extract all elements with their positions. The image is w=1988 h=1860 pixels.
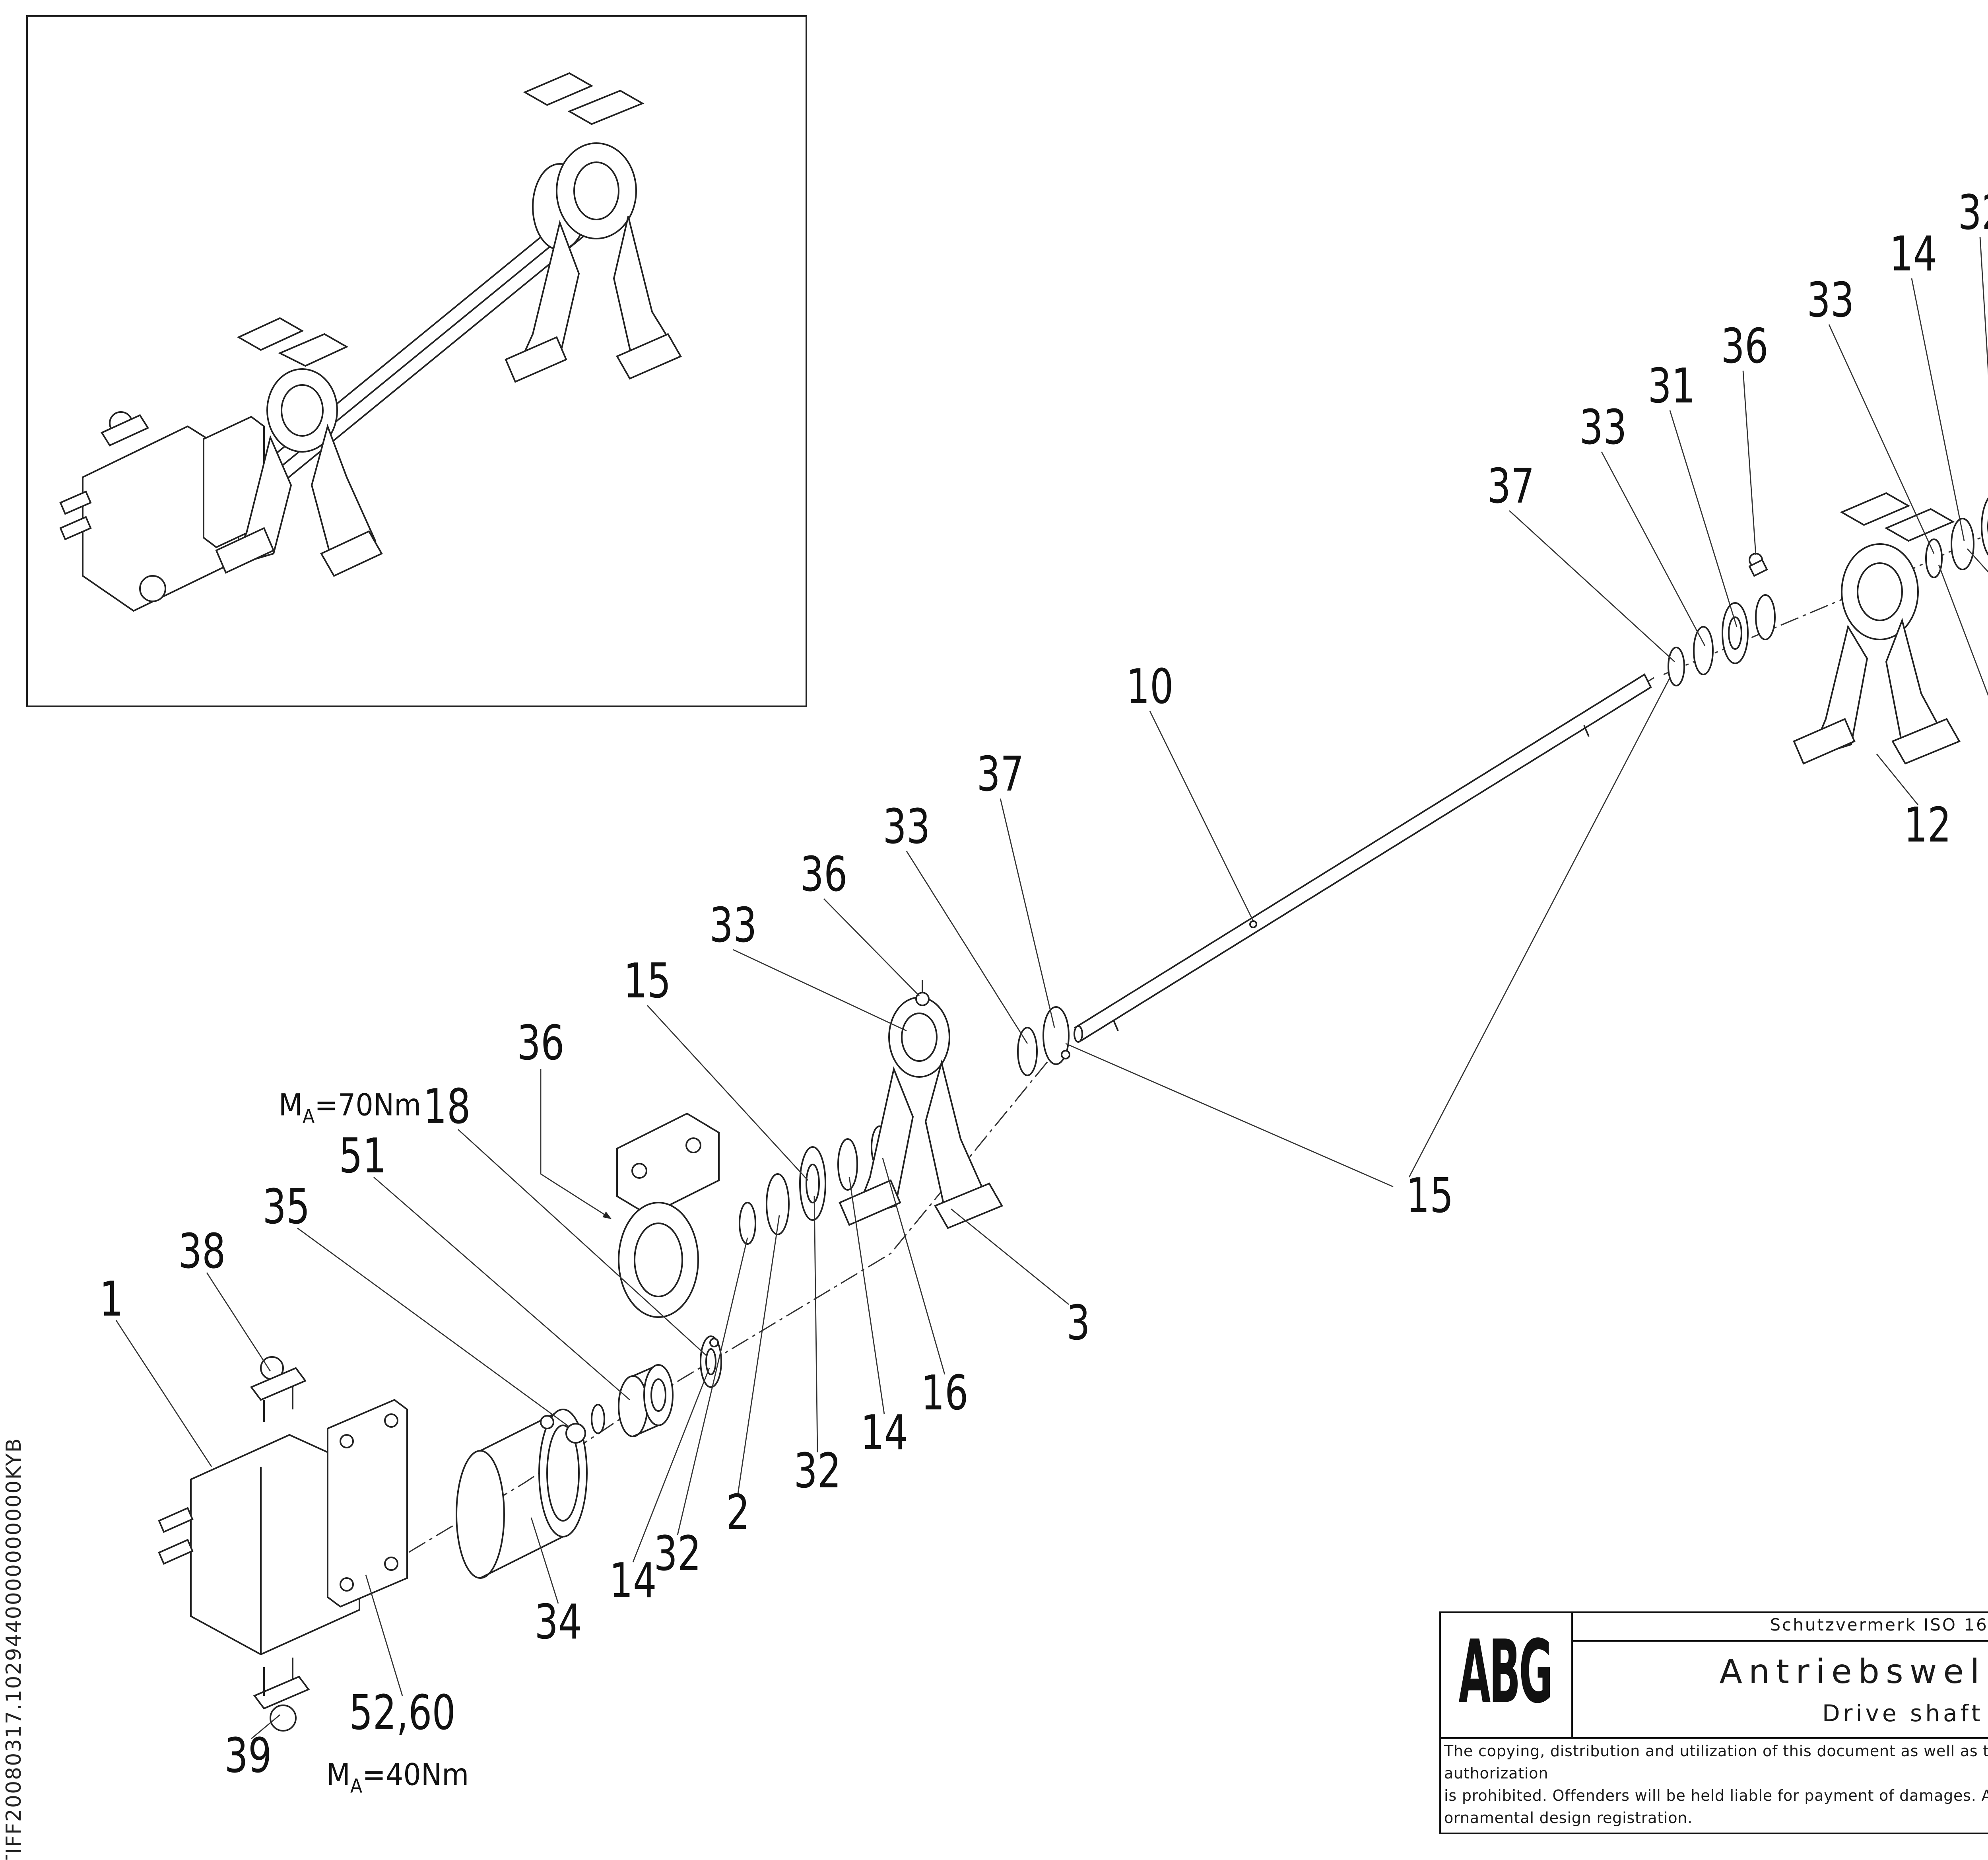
part-callout-32: 32 xyxy=(794,1444,841,1500)
drawing-title-en: Drive shaft BS LH xyxy=(1822,1702,1988,1728)
assembled-yoke-right xyxy=(505,72,682,383)
part-callout-33: 33 xyxy=(1807,274,1854,329)
washer-stack-lower xyxy=(739,1125,888,1245)
part-callout-14: 14 xyxy=(1889,227,1937,283)
part-callout-14: 14 xyxy=(609,1554,657,1610)
assembled-yoke-left xyxy=(215,317,383,577)
grease-valve-top xyxy=(250,1356,307,1422)
part-callout-32: 32 xyxy=(1958,186,1988,242)
part-callout-34: 34 xyxy=(534,1596,582,1651)
part-callout-36: 36 xyxy=(1721,320,1769,375)
small-parts-row xyxy=(565,1335,722,1444)
part-callout-32: 32 xyxy=(654,1527,701,1583)
legal-notice: The copying, distribution and utilizatio… xyxy=(1444,1742,1988,1831)
part-callout-37: 37 xyxy=(977,748,1024,803)
part-callout-33: 33 xyxy=(709,899,757,954)
assembled-motor xyxy=(59,411,265,612)
part-callout-14: 14 xyxy=(860,1406,908,1462)
abg-logo: ABG xyxy=(1458,1624,1553,1724)
grease-valve-bottom xyxy=(253,1658,310,1732)
part-callout-1: 1 xyxy=(99,1273,123,1328)
part-callout-36: 36 xyxy=(517,1016,565,1072)
part-callout-36: 36 xyxy=(800,848,848,904)
thrust-washers-left xyxy=(1017,1006,1070,1076)
part-callout-16: 16 xyxy=(921,1366,969,1422)
part-callout-33: 33 xyxy=(883,800,930,856)
part-callout-33: 33 xyxy=(1579,401,1627,457)
bearing-housing-lower xyxy=(616,1112,720,1318)
torque-label: MA=40Nm xyxy=(326,1758,469,1798)
washer-stack-right xyxy=(1925,497,1988,578)
part-callout-52-60: 52,60 xyxy=(349,1686,456,1742)
part-callout-18: 18 xyxy=(423,1080,471,1136)
drawing-title-de: Antriebswelle GB LH xyxy=(1719,1653,1988,1691)
yoke-bracket-middle xyxy=(839,980,1003,1229)
part-callout-15: 15 xyxy=(1406,1169,1454,1225)
part-callout-51: 51 xyxy=(339,1129,386,1185)
motor xyxy=(158,1399,408,1656)
exploded-view xyxy=(158,492,1988,1732)
legal-line: is prohibited. Offenders will be held li… xyxy=(1444,1788,1988,1806)
legal-line: The copying, distribution and utilizatio… xyxy=(1444,1743,1988,1783)
title-block-frame xyxy=(1439,1611,1988,1833)
part-callout-37: 37 xyxy=(1487,460,1535,515)
torque-label: MA=70Nm xyxy=(278,1088,421,1128)
part-callout-12: 12 xyxy=(1904,799,1951,854)
legal-line: ornamental design registration. xyxy=(1444,1810,1693,1828)
inset-assembled-view xyxy=(26,15,807,707)
drive-shaft xyxy=(1074,673,1652,1043)
yoke-bracket-right xyxy=(1793,492,1961,765)
part-callout-10: 10 xyxy=(1126,660,1174,716)
part-callout-35: 35 xyxy=(262,1180,310,1236)
part-callout-31: 31 xyxy=(1648,360,1695,415)
part-callout-15: 15 xyxy=(623,954,671,1010)
part-callout-39: 39 xyxy=(224,1729,272,1785)
sleeve-bushing xyxy=(456,1409,588,1579)
grease-nipple-middle xyxy=(1748,553,1768,577)
washer-stack-shaft-end xyxy=(1668,594,1776,686)
part-callout-3: 3 xyxy=(1066,1296,1090,1352)
leader-lines xyxy=(115,237,1988,1739)
protection-note: Schutzvermerk ISO 16016 beachten. xyxy=(1770,1616,1988,1635)
part-callout-2: 2 xyxy=(726,1486,750,1541)
part-callout-38: 38 xyxy=(178,1225,226,1281)
side-file-code: TIFF20080317.1029440000000000KYB xyxy=(3,1437,27,1860)
